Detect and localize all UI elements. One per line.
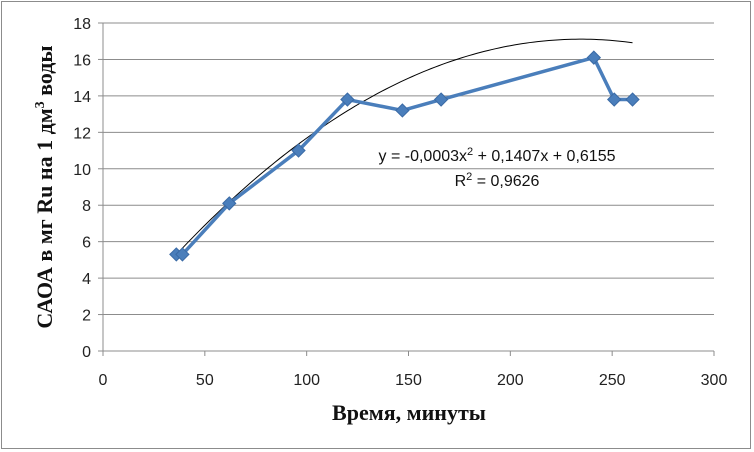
y-tick-label: 10	[73, 162, 91, 179]
data-point-marker	[291, 143, 306, 158]
trend-r-squared: R2 = 0,9626	[455, 171, 540, 190]
y-axis-title: САОА в мг Ru на 1 дм3 воды	[32, 45, 57, 328]
x-tick-label: 300	[701, 372, 728, 389]
y-tick-label: 8	[82, 198, 91, 215]
y-tick-label: 4	[82, 271, 91, 288]
data-point-marker	[175, 247, 190, 262]
trend-equation: y = -0,0003x2 + 0,1407x + 0,6155	[379, 146, 616, 165]
y-tick-label: 6	[82, 235, 91, 252]
x-tick-label: 100	[293, 372, 320, 389]
y-tick-label: 0	[82, 344, 91, 361]
y-tick-label: 12	[73, 125, 91, 142]
x-tick-label: 250	[599, 372, 626, 389]
y-tick-label: 14	[73, 89, 91, 106]
x-tick-label: 200	[497, 372, 524, 389]
data-point-marker	[433, 92, 449, 107]
y-tick-label: 2	[82, 308, 91, 325]
y-tick-labels: 0 2 4 6 8 10 12 14 16 18	[73, 16, 91, 361]
data-point-marker	[395, 103, 410, 118]
x-tick-label: 0	[99, 372, 108, 389]
series-group	[169, 50, 640, 262]
axes	[98, 22, 715, 356]
series-line	[176, 55, 633, 257]
data-point-marker	[340, 92, 355, 107]
y-tick-label: 18	[73, 16, 91, 33]
data-point-marker	[625, 92, 640, 107]
data-point-marker	[586, 50, 602, 65]
data-point-marker	[222, 196, 237, 211]
data-point-marker	[606, 92, 622, 107]
y-tick-label: 16	[73, 52, 91, 69]
gridlines	[103, 22, 714, 316]
x-tick-label: 50	[196, 372, 214, 389]
trendline-group	[175, 38, 633, 255]
x-tick-labels: 0 50 100 150 200 250 300	[99, 372, 728, 389]
x-axis-title: Время, минуты	[332, 400, 486, 425]
x-tick-label: 150	[395, 372, 422, 389]
trendline	[175, 38, 633, 255]
